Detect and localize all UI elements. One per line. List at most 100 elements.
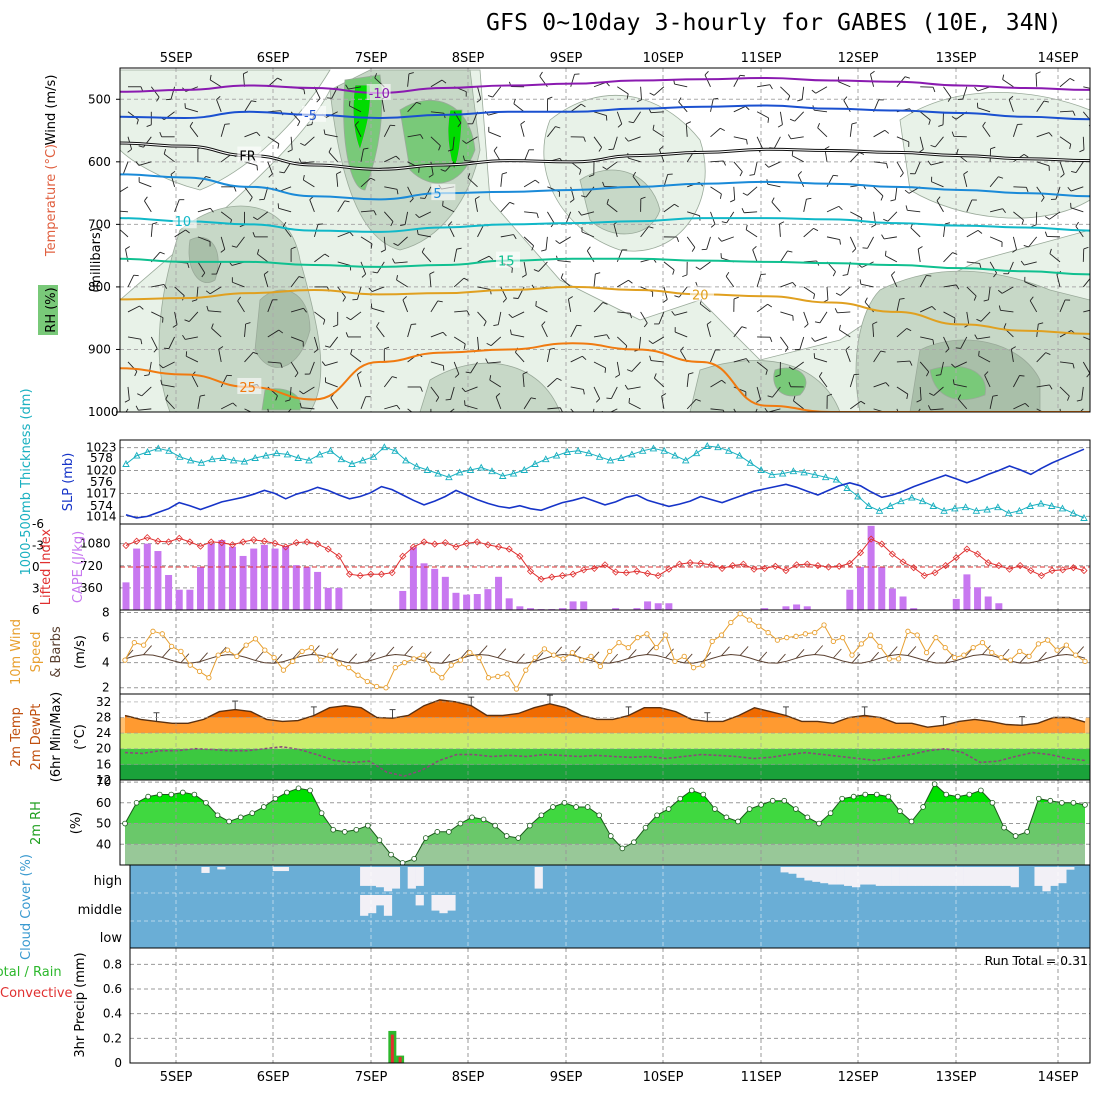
rh-point [422,835,429,841]
lifted-index-point [154,537,162,545]
wind-barb [523,261,527,275]
wind-barb [710,127,721,138]
wind-barb-flag [852,248,857,253]
wind-barb [966,261,980,264]
wind-barb [1070,186,1084,192]
cape-bar [239,555,247,610]
cape-bar [761,608,769,610]
wind-barb [120,186,129,193]
wind-speed-point [224,647,231,653]
ylabel-wind: Wind (m/s) [44,75,59,146]
wind-barb [470,361,478,374]
wind-barb-flag [321,361,326,366]
thickness-point [703,442,712,449]
rh-point [1024,829,1030,835]
wind-barb-flag [357,371,362,375]
wind-barb [581,231,595,238]
wind-barb-flag [547,96,553,100]
wind-barb [780,336,789,348]
wind-barb [1036,384,1050,388]
wind-barb-flag [880,195,884,201]
wind-barb-flag [742,192,748,196]
wind-barb [174,199,180,213]
wind-barb-flag [1096,309,1099,313]
cape-bar [803,606,811,610]
cloud-middle-gap [439,895,448,914]
wind-barb [314,253,326,263]
wind-barb-flag [1070,416,1075,418]
wind-barb [1013,375,1020,388]
wind-barb-flag [628,397,630,404]
lifted-index-point [931,569,939,577]
cape-bar [558,608,566,610]
cloud-high-gap [391,867,401,889]
thickness-point [305,456,313,464]
wind-barb-flag [951,363,956,368]
wind-speed-point [467,649,473,656]
wind-barb [652,129,665,138]
ytick-label-pressure: 800 [88,280,111,294]
ytick-label-temp: 28 [96,710,111,724]
cloud-high-gap [939,867,948,886]
date-label-top: 13SEP [936,51,977,66]
wind-barb [755,408,758,412]
wind-barb-flag [426,422,431,424]
wind-barb-flag [536,213,539,219]
ytick-label-temp: 16 [96,757,111,771]
wind-speed-point [756,623,762,629]
wind-barb [966,199,973,213]
wind-speed-point [700,662,706,668]
wind-barb-flag [833,174,839,177]
thickness-point [908,493,916,501]
wind-barb [850,400,862,410]
wind-barb [267,161,273,175]
wind-barb [304,136,315,146]
cloud-high-gap [915,867,924,886]
wind-barb [430,386,440,398]
wind-speed-point [280,667,287,673]
ytick-label-cape: 1080 [80,537,111,551]
cloud-high-gap [217,867,226,870]
cloud-high-gap [978,867,988,886]
thickness-point [542,455,550,463]
wind-barb [404,211,409,225]
wind-barb-flag [243,71,249,75]
wind-barb-flag [345,84,349,90]
lifted-index-point [995,562,1003,570]
wind-speed-point [709,638,715,644]
wind-barb [474,198,478,212]
wind-barb [384,186,398,190]
wind-barb-flag [952,379,955,385]
wind-barb-flag [1043,100,1049,103]
wind-barb [610,386,618,399]
wind-speed-point [262,647,268,653]
isotherm-label: 10 [175,215,192,230]
ytick-label-temp: 20 [96,742,111,756]
cape-bar [314,571,322,610]
wind-barb-flag [421,247,425,253]
wind-barb [1081,386,1084,400]
wind-barb [1083,336,1090,341]
wind-barb [1070,207,1084,213]
wind-barb-flag [522,371,528,375]
wind-barb-flag [963,170,968,175]
thickness-point [832,475,841,483]
wind-barb [753,161,758,175]
thickness-point [423,466,432,473]
wind-barb-flag [220,249,226,253]
isotherm-line [120,173,1090,201]
wind-barb-flag [384,346,390,350]
ylabel-wind-barbs: & Barbs [49,626,64,678]
lifted-index-point [165,538,173,546]
wind-barb-flag [680,346,684,352]
wind-barb [617,86,629,95]
ytick-label-wind: 6 [102,631,110,645]
wind-barb-flag [973,295,977,301]
cape-bar [218,539,226,610]
wind-speed-point [886,656,892,662]
wind-barb-flag [206,305,209,311]
wind-barb-flag [454,373,460,378]
wind-barb-flag [838,206,843,211]
cloud-high-gap [907,867,916,886]
wind-barb [966,286,977,297]
